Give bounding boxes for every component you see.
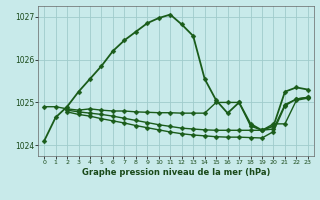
- X-axis label: Graphe pression niveau de la mer (hPa): Graphe pression niveau de la mer (hPa): [82, 168, 270, 177]
